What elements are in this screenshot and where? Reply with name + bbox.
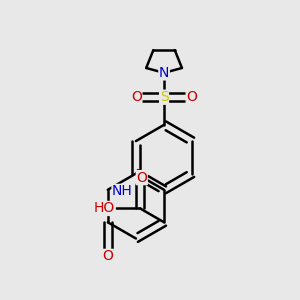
Text: S: S [160,90,168,104]
Text: O: O [102,249,113,263]
Text: HO: HO [94,202,115,215]
Text: NH: NH [112,184,133,198]
Text: O: O [186,90,197,104]
Text: N: N [159,66,169,80]
Text: O: O [131,90,142,104]
Text: O: O [136,171,147,184]
